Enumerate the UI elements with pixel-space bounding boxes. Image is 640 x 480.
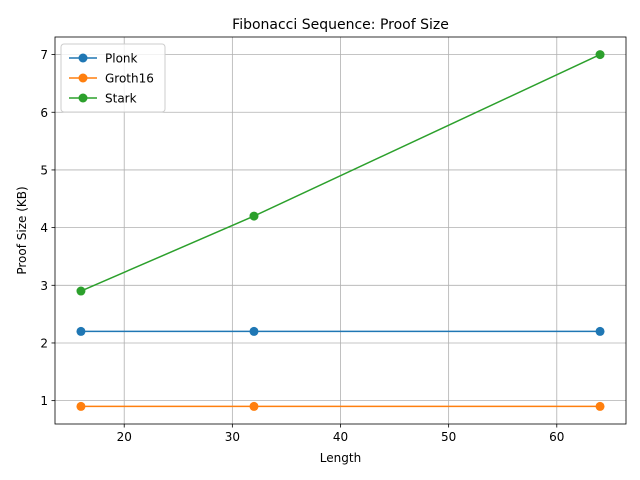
legend-box [60, 43, 166, 113]
x-tick-label: 60 [549, 430, 564, 444]
data-point-groth16 [595, 401, 605, 411]
data-point-stark [249, 211, 259, 221]
data-point-stark [595, 50, 605, 60]
data-point-groth16 [76, 401, 86, 411]
y-tick-label: 4 [40, 221, 48, 235]
data-point-plonk [249, 326, 259, 336]
x-tick-label: 50 [441, 430, 456, 444]
legend: Plonk Groth16 Stark [60, 43, 166, 113]
y-tick-label: 7 [40, 48, 48, 62]
data-point-plonk [595, 326, 605, 336]
y-tick-label: 3 [40, 279, 48, 293]
grid [55, 37, 626, 424]
series-layer [76, 50, 605, 411]
legend-label-stark: Stark [105, 92, 137, 106]
data-point-stark [76, 286, 86, 296]
x-tick-label: 40 [333, 430, 348, 444]
data-point-groth16 [249, 401, 259, 411]
y-axis-label: Proof Size (KB) [15, 186, 29, 274]
data-point-plonk [76, 326, 86, 336]
legend-marker-plonk [78, 53, 88, 63]
y-tick-label: 5 [40, 163, 48, 177]
y-tick-label: 6 [40, 106, 48, 120]
x-axis-label: Length [320, 451, 361, 465]
legend-marker-stark [78, 93, 88, 103]
legend-label-groth16: Groth16 [105, 72, 154, 86]
legend-label-plonk: Plonk [105, 52, 138, 66]
ticks: 20 30 40 50 60 1 2 3 4 5 6 7 [40, 48, 564, 444]
legend-marker-groth16 [78, 73, 88, 83]
x-tick-label: 30 [225, 430, 240, 444]
chart-title: Fibonacci Sequence: Proof Size [232, 17, 449, 33]
x-tick-label: 20 [117, 430, 132, 444]
y-tick-label: 1 [40, 394, 48, 408]
y-tick-label: 2 [40, 336, 48, 350]
